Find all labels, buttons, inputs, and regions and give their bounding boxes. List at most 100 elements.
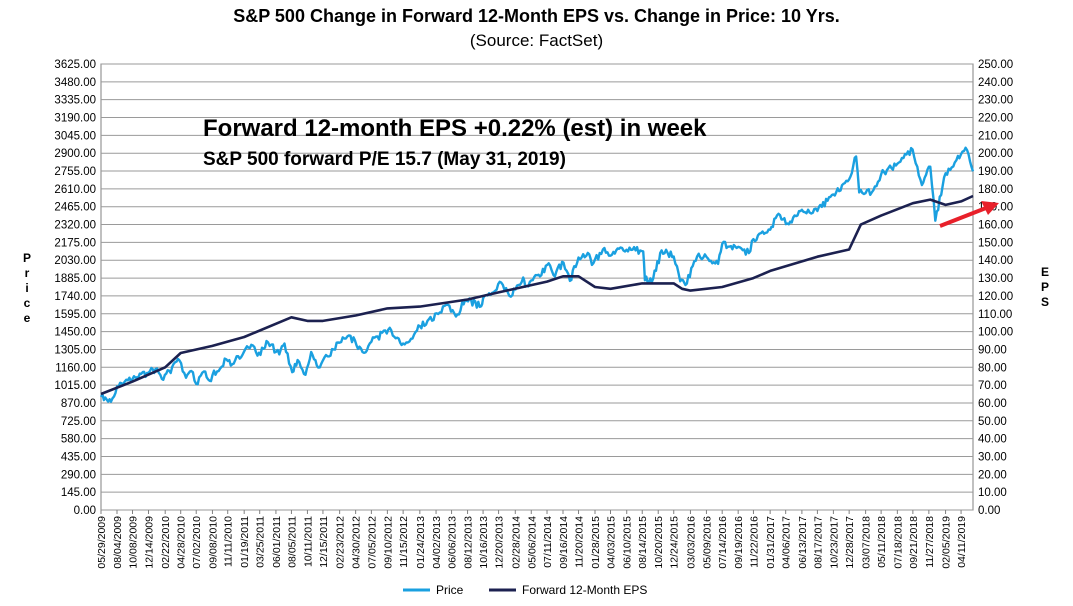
right-tick-label: 30.00	[978, 451, 1007, 463]
right-tick-label: 210.00	[978, 130, 1013, 142]
left-tick-label: 2755.00	[54, 166, 96, 178]
x-tick-label: 05/09/2016	[701, 516, 713, 569]
x-tick-label: 08/05/2011	[286, 516, 298, 568]
right-tick-label: 240.00	[978, 77, 1013, 89]
left-tick-label: 2175.00	[54, 237, 96, 249]
x-tick-label: 11/11/2010	[223, 516, 235, 567]
x-tick-label: 12/24/2015	[669, 516, 681, 569]
x-tick-label: 12/28/2017	[844, 516, 856, 569]
x-tick-label: 02/22/2010	[160, 516, 172, 569]
x-tick-label: 05/11/2018	[876, 516, 888, 568]
chart-title: S&P 500 Change in Forward 12-Month EPS v…	[233, 6, 840, 26]
price-series-line	[99, 146, 975, 403]
x-tick-label: 05/29/2009	[96, 516, 108, 569]
left-tick-label: 580.00	[61, 434, 96, 446]
chart-annotations: Forward 12-month EPS +0.22% (est) in wee…	[203, 115, 999, 228]
x-tick-label: 07/02/2010	[191, 516, 203, 569]
left-tick-label: 3045.00	[54, 130, 96, 142]
right-tick-label: 140.00	[978, 255, 1013, 267]
x-tick-label: 02/23/2012	[335, 516, 347, 569]
left-tick-label: 1740.00	[54, 291, 96, 303]
annotation-forward-pe: S&P 500 forward P/E 15.7 (May 31, 2019)	[203, 149, 566, 170]
x-tick-label: 08/12/2013	[463, 516, 475, 569]
right-tick-label: 0.00	[978, 505, 1000, 517]
right-axis-ticks: 0.00 10.00 20.00 30.00 40.00 50.00 60.00 70.00 8…	[978, 59, 1013, 517]
chart-series	[99, 146, 975, 403]
x-tick-label: 09/16/2014	[558, 516, 570, 569]
left-tick-label: 870.00	[61, 398, 96, 410]
left-tick-label: 1160.00	[55, 362, 96, 374]
left-tick-label: 2900.00	[54, 148, 96, 160]
annotation-eps-change: Forward 12-month EPS +0.22% (est) in wee…	[203, 115, 707, 142]
left-axis-ticks: 0.00 145.00 290.00 435.00 580.00 725.00 870.00…	[54, 59, 96, 517]
left-tick-label: 1305.00	[54, 344, 96, 356]
x-tick-label: 09/08/2010	[207, 516, 219, 569]
chart-legend: Price Forward 12-Month EPS	[403, 583, 647, 597]
x-tick-label: 01/28/2015	[590, 516, 602, 569]
chart-subtitle: (Source: FactSet)	[469, 31, 604, 50]
x-tick-label: 04/28/2010	[176, 516, 188, 569]
x-tick-label: 11/27/2018	[924, 516, 936, 568]
legend-eps-label: Forward 12-Month EPS	[522, 583, 647, 597]
right-tick-label: 80.00	[978, 362, 1007, 374]
x-tick-label: 08/04/2009	[112, 516, 124, 569]
x-tick-label: 03/03/2016	[685, 516, 697, 569]
x-tick-label: 06/13/2017	[797, 516, 809, 569]
x-axis-ticks: 05/29/2009 08/04/2009 10/08/2009 12/14/2009…	[96, 510, 968, 569]
x-tick-label: 08/14/2015	[637, 516, 649, 569]
left-tick-label: 145.00	[61, 487, 96, 499]
x-tick-label: 07/11/2014	[542, 516, 554, 568]
x-tick-label: 06/01/2011	[271, 516, 283, 568]
x-tick-label: 09/19/2016	[733, 516, 745, 569]
left-tick-label: 2030.00	[54, 255, 96, 267]
x-tick-label: 07/18/2018	[892, 516, 904, 569]
x-tick-label: 08/17/2017	[812, 516, 824, 569]
x-tick-label: 09/21/2018	[908, 516, 920, 569]
left-tick-label: 2320.00	[54, 220, 96, 232]
x-tick-label: 12/14/2009	[143, 516, 155, 569]
x-tick-label: 01/31/2017	[765, 516, 777, 569]
right-tick-label: 100.00	[978, 327, 1013, 339]
right-tick-label: 230.00	[978, 95, 1013, 107]
left-tick-label: 1015.00	[54, 380, 96, 392]
right-tick-label: 220.00	[978, 113, 1013, 125]
right-tick-label: 150.00	[978, 237, 1013, 249]
x-tick-label: 07/14/2016	[717, 516, 729, 569]
x-tick-label: 11/15/2012	[398, 516, 410, 568]
left-tick-label: 2465.00	[54, 202, 96, 214]
x-tick-label: 11/20/2014	[574, 516, 586, 568]
x-tick-label: 05/06/2014	[526, 516, 538, 569]
right-tick-label: 10.00	[978, 487, 1007, 499]
left-tick-label: 435.00	[61, 451, 96, 463]
left-tick-label: 3480.00	[54, 77, 96, 89]
left-tick-label: 1450.00	[54, 327, 96, 339]
x-tick-label: 12/20/2013	[494, 516, 506, 569]
red-arrow-head	[981, 201, 999, 215]
right-tick-label: 180.00	[978, 184, 1013, 196]
right-tick-label: 130.00	[978, 273, 1013, 285]
right-tick-label: 110.00	[978, 309, 1012, 321]
x-tick-label: 03/25/2011	[255, 516, 267, 568]
x-tick-label: 06/06/2013	[447, 516, 459, 569]
right-tick-label: 120.00	[978, 291, 1013, 303]
x-tick-label: 10/08/2009	[128, 516, 140, 569]
legend-price-label: Price	[436, 583, 464, 597]
left-tick-label: 1885.00	[54, 273, 96, 285]
x-tick-label: 01/19/2011	[239, 516, 251, 568]
left-tick-label: 1595.00	[54, 309, 96, 321]
x-tick-label: 09/10/2012	[382, 516, 394, 569]
left-tick-label: 0.00	[74, 505, 96, 517]
right-tick-label: 190.00	[978, 166, 1013, 178]
right-tick-label: 70.00	[978, 380, 1007, 392]
x-tick-label: 11/22/2016	[748, 516, 760, 568]
x-tick-label: 06/10/2015	[622, 516, 634, 569]
right-tick-label: 160.00	[978, 220, 1013, 232]
right-tick-label: 60.00	[978, 398, 1007, 410]
x-tick-label: 10/20/2015	[653, 516, 665, 569]
right-tick-label: 20.00	[978, 469, 1007, 481]
right-tick-label: 50.00	[978, 416, 1007, 428]
